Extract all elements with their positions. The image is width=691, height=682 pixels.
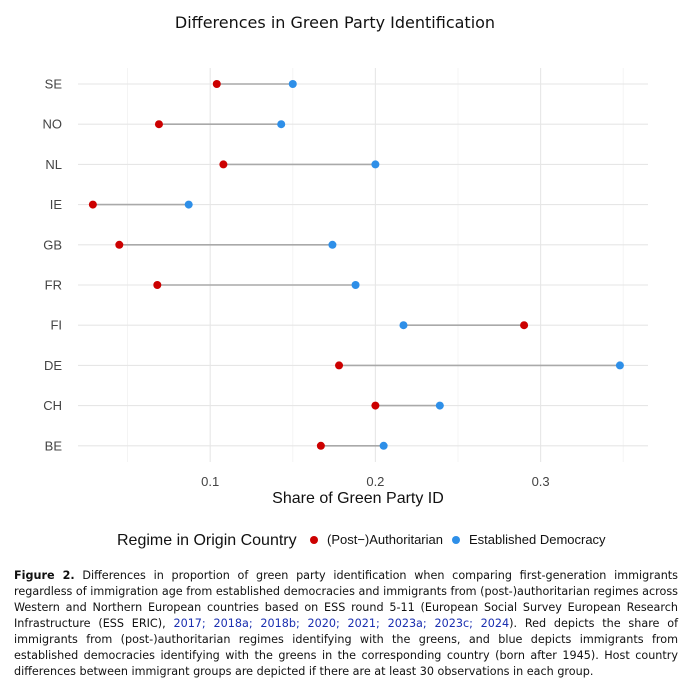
- y-tick-label: DE: [44, 358, 62, 373]
- figure-caption: Figure 2. Differences in proportion of g…: [14, 568, 678, 680]
- point-democracy: [399, 321, 408, 330]
- caption-text-after: ). Red depicts the share of immigrants f…: [14, 617, 679, 678]
- x-tick-label: 0.1: [201, 474, 219, 489]
- x-axis-label: Share of Green Party ID: [272, 490, 444, 507]
- y-tick-label: FI: [50, 318, 62, 333]
- legend-label-democracy: Established Democracy: [469, 532, 606, 547]
- point-authoritarian: [316, 441, 325, 450]
- point-democracy: [351, 281, 360, 289]
- chart-title: Differences in Green Party Identificatio…: [175, 13, 495, 32]
- x-tick-label: 0.2: [366, 474, 384, 489]
- legend-label-authoritarian: (Post−)Authoritarian: [327, 532, 443, 547]
- x-ticks: 0.1 0.2 0.3: [201, 474, 550, 489]
- point-authoritarian: [212, 80, 221, 88]
- y-ticks: SE NO NL IE GB FR FI DE CH BE: [43, 77, 63, 454]
- caption-text-before: Differences in proportion of green party…: [14, 569, 678, 630]
- y-tick-label: SE: [45, 77, 63, 92]
- x-tick-label: 0.3: [532, 474, 550, 489]
- point-authoritarian: [520, 321, 529, 330]
- y-tick-label: GB: [43, 237, 62, 252]
- point-democracy: [615, 361, 624, 370]
- point-authoritarian: [153, 281, 162, 289]
- point-democracy: [379, 441, 388, 450]
- point-democracy: [288, 80, 297, 88]
- y-tick-label: NO: [43, 117, 63, 132]
- legend: Regime in Origin Country (Post−)Authorit…: [117, 532, 606, 549]
- segments: [92, 83, 620, 447]
- points: [88, 80, 624, 450]
- point-democracy: [184, 200, 193, 209]
- grid: [78, 68, 648, 462]
- y-tick-label: NL: [45, 157, 62, 172]
- y-tick-label: BE: [45, 438, 63, 453]
- y-tick-label: FR: [45, 278, 62, 293]
- legend-marker-authoritarian: [310, 536, 318, 544]
- point-democracy: [328, 240, 337, 249]
- caption-references[interactable]: 2017; 2018a; 2018b; 2020; 2021; 2023a; 2…: [173, 617, 510, 630]
- point-authoritarian: [154, 120, 163, 129]
- y-tick-label: IE: [50, 197, 63, 212]
- point-authoritarian: [219, 160, 228, 169]
- point-authoritarian: [371, 401, 380, 410]
- point-democracy: [277, 120, 286, 129]
- y-tick-label: CH: [43, 398, 62, 413]
- point-democracy: [371, 160, 380, 169]
- legend-title: Regime in Origin Country: [117, 532, 297, 549]
- point-democracy: [435, 401, 444, 410]
- point-authoritarian: [335, 361, 344, 370]
- point-authoritarian: [88, 200, 97, 209]
- caption-label: Figure 2.: [14, 569, 75, 582]
- point-authoritarian: [115, 240, 124, 249]
- dumbbell-chart: Differences in Green Party Identificatio…: [43, 13, 648, 549]
- legend-marker-democracy: [452, 536, 460, 544]
